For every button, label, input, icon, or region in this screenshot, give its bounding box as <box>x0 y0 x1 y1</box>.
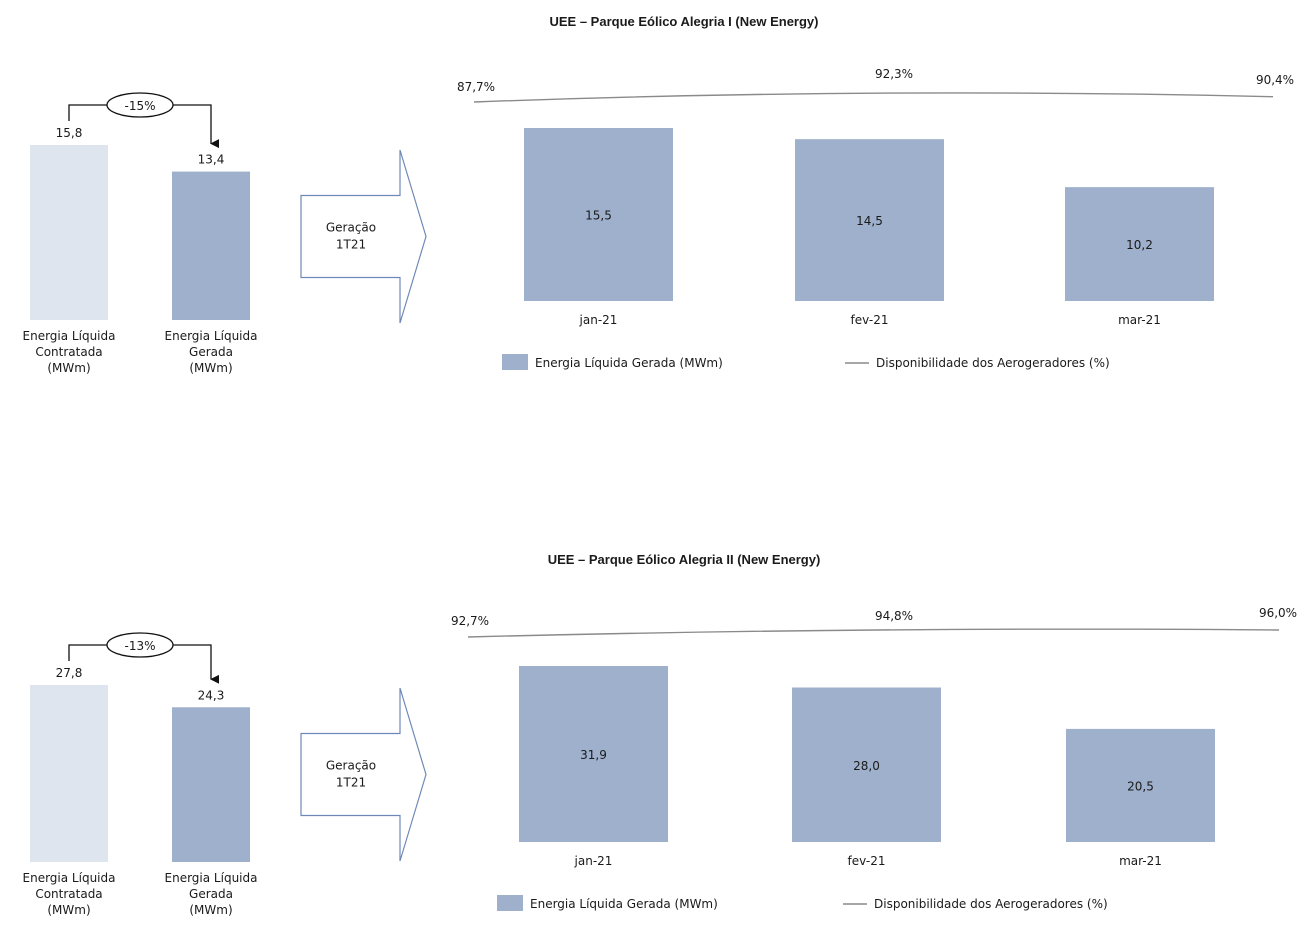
month-axis-label: mar-21 <box>1119 854 1162 868</box>
summary-bar <box>30 685 108 862</box>
month-bar-value: 20,5 <box>1127 779 1154 793</box>
month-axis-label: fev-21 <box>851 313 889 327</box>
availability-line <box>473 92 1274 103</box>
summary-bar-value: 13,4 <box>198 153 225 167</box>
legend-label-line: Disponibilidade dos Aerogeradores (%) <box>876 356 1110 370</box>
summary-bar-value: 24,3 <box>198 688 225 702</box>
month-axis-label: jan-21 <box>579 313 618 327</box>
legend-swatch-bar <box>502 354 528 370</box>
summary-bar <box>172 171 250 320</box>
change-badge-label: -15% <box>124 99 155 113</box>
availability-label: 92,3% <box>875 67 913 81</box>
summary-bar-label: (MWm) <box>47 361 90 375</box>
generation-arrow <box>300 149 427 324</box>
summary-bar-label: Energia Líquida <box>165 329 258 343</box>
summary-bar-label: Energia Líquida <box>23 329 116 343</box>
summary-bar-label: Energia Líquida <box>23 871 116 885</box>
chart-title: UEE – Parque Eólico Alegria II (New Ener… <box>548 552 821 567</box>
availability-label: 90,4% <box>1256 73 1294 87</box>
month-bar <box>524 128 673 301</box>
generation-arrow-label: 1T21 <box>336 238 366 252</box>
month-bar-value: 28,0 <box>853 759 880 773</box>
month-axis-label: fev-21 <box>848 854 886 868</box>
change-badge-label: -13% <box>124 639 155 653</box>
generation-arrow <box>300 687 427 862</box>
month-bar <box>519 666 668 842</box>
summary-bar-label: Contratada <box>35 887 102 901</box>
summary-bar-value: 27,8 <box>56 666 83 680</box>
summary-bar-label: Energia Líquida <box>165 871 258 885</box>
month-bar-value: 15,5 <box>585 209 612 223</box>
summary-bar-label: (MWm) <box>189 361 232 375</box>
availability-label: 96,0% <box>1259 606 1297 620</box>
generation-arrow-label: Geração <box>326 221 376 235</box>
month-bar <box>795 139 944 301</box>
summary-bar-value: 15,8 <box>56 126 83 140</box>
change-badge <box>106 632 174 658</box>
summary-bar-label: Gerada <box>189 887 233 901</box>
availability-label: 94,8% <box>875 609 913 623</box>
month-bar <box>1066 728 1215 842</box>
generation-arrow-label: Geração <box>326 759 376 773</box>
month-bar-value: 31,9 <box>580 748 607 762</box>
summary-bar <box>30 145 108 320</box>
summary-bar-label: Gerada <box>189 345 233 359</box>
summary-bar-label: (MWm) <box>47 903 90 917</box>
legend-label-line: Disponibilidade dos Aerogeradores (%) <box>874 897 1108 911</box>
legend-swatch-bar <box>497 895 523 911</box>
month-bar-value: 10,2 <box>1126 238 1153 252</box>
month-axis-label: jan-21 <box>574 854 613 868</box>
legend-label-bar: Energia Líquida Gerada (MWm) <box>530 897 718 911</box>
month-bar-value: 14,5 <box>856 214 883 228</box>
change-badge <box>106 92 174 118</box>
generation-arrow-label: 1T21 <box>336 776 366 790</box>
legend-label-bar: Energia Líquida Gerada (MWm) <box>535 356 723 370</box>
summary-bar <box>172 707 250 862</box>
month-bar <box>1065 187 1214 301</box>
month-axis-label: mar-21 <box>1118 313 1161 327</box>
availability-label: 92,7% <box>451 614 489 628</box>
summary-bar-label: Contratada <box>35 345 102 359</box>
chart-title: UEE – Parque Eólico Alegria I (New Energ… <box>550 14 819 29</box>
availability-label: 87,7% <box>457 80 495 94</box>
month-bar <box>792 687 941 842</box>
availability-line <box>467 628 1280 638</box>
summary-bar-label: (MWm) <box>189 903 232 917</box>
